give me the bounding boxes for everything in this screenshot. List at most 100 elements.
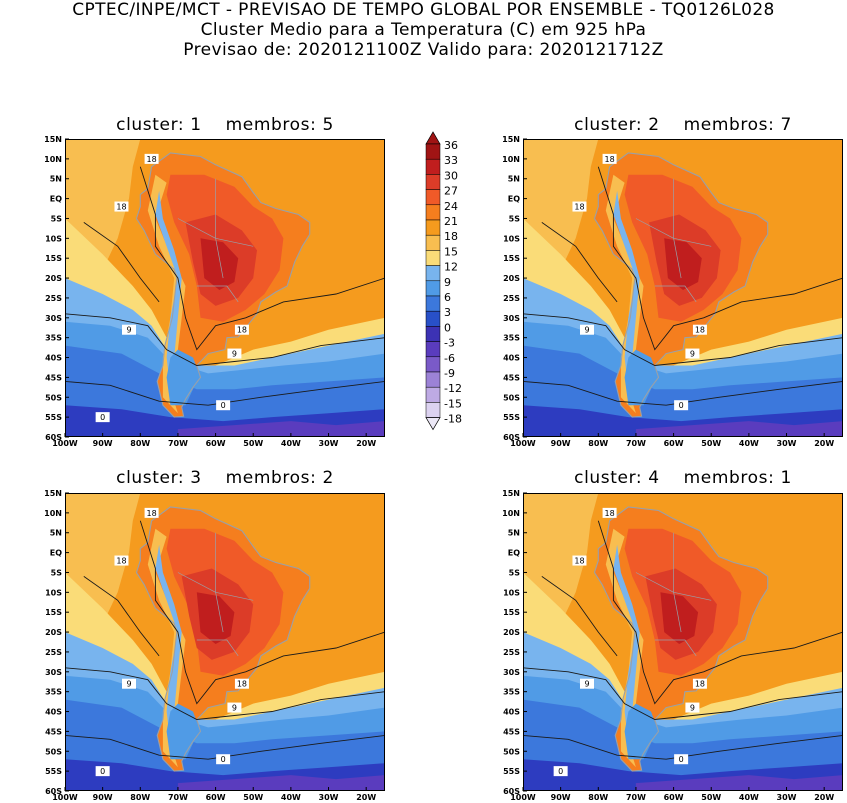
contour-label: 0: [674, 400, 689, 411]
lon-tick-label: 100W: [52, 793, 78, 802]
cluster-label: cluster:: [574, 115, 643, 135]
members-label: membros:: [225, 468, 317, 488]
lon-tick-label: 20W: [814, 439, 834, 448]
lat-tick-label: 55S: [503, 767, 520, 776]
lat-tick-label: 15N: [502, 135, 520, 144]
svg-text:9: 9: [232, 704, 237, 713]
lat-tick-label: EQ: [508, 195, 520, 204]
contour-label: 18: [692, 678, 707, 689]
lat-tick-label: 45S: [45, 373, 62, 382]
lon-tick-label: 80W: [130, 793, 150, 802]
lat-tick-label: 30S: [503, 314, 520, 323]
colorbar-label: -6: [444, 352, 455, 365]
lon-tick-label: 40W: [281, 439, 301, 448]
lon-tick-label: 30W: [777, 439, 797, 448]
members-label: membros:: [683, 115, 775, 135]
lat-tick-label: 10S: [45, 234, 62, 243]
lat-tick-label: 5N: [50, 175, 62, 184]
lon-tick-label: 70W: [626, 793, 646, 802]
svg-text:9: 9: [690, 704, 695, 713]
lat-tick-label: 20S: [503, 628, 520, 637]
lat-tick-label: 35S: [45, 688, 62, 697]
svg-text:0: 0: [558, 767, 563, 776]
panel-title-1: cluster: 1 membros: 5: [65, 115, 385, 135]
lat-tick-label: 40S: [503, 354, 520, 363]
cluster-number: 2: [648, 115, 660, 135]
lon-tick-label: 50W: [243, 439, 263, 448]
contour-label: 9: [685, 702, 700, 713]
lat-tick-label: 15S: [503, 254, 520, 263]
members-count: 5: [322, 115, 334, 135]
colorbar-label: 18: [444, 230, 458, 243]
lat-tick-label: 35S: [503, 688, 520, 697]
panel-title-2: cluster: 2 membros: 7: [523, 115, 843, 135]
svg-text:18: 18: [695, 680, 705, 689]
lat-tick-label: EQ: [50, 549, 62, 558]
lat-tick-label: 45S: [503, 373, 520, 382]
colorbar-swatch: [425, 234, 441, 251]
colorbar-label: 0: [444, 321, 451, 334]
lon-tick-label: 60W: [664, 793, 684, 802]
contour-label: 18: [144, 153, 159, 164]
colorbar-swatch: [425, 402, 441, 418]
cluster-number: 4: [648, 468, 660, 488]
lat-tick-label: 5N: [508, 529, 520, 538]
lat-tick-label: 60S: [503, 433, 520, 442]
lon-tick-label: 90W: [93, 439, 113, 448]
svg-text:9: 9: [584, 326, 589, 335]
lat-tick-label: 50S: [45, 393, 62, 402]
colorbar-label: 15: [444, 245, 458, 258]
svg-text:0: 0: [221, 401, 226, 410]
cluster-label: cluster:: [116, 468, 185, 488]
lat-tick-label: 20S: [45, 274, 62, 283]
figure-header: CPTEC/INPE/MCT - PREVISAO DE TEMPO GLOBA…: [0, 0, 847, 60]
header-line-2: Cluster Medio para a Temperatura (C) em …: [200, 20, 647, 40]
lon-tick-label: 40W: [281, 793, 301, 802]
lat-tick-label: 50S: [503, 393, 520, 402]
lat-tick-label: 30S: [45, 314, 62, 323]
colorbar-swatch: [425, 356, 441, 373]
lat-tick-label: 15S: [503, 608, 520, 617]
colorbar-label: 33: [444, 154, 458, 167]
lat-tick-label: 50S: [45, 747, 62, 756]
lon-tick-label: 20W: [356, 439, 376, 448]
colorbar-label: -9: [444, 367, 455, 380]
lon-tick-label: 30W: [319, 439, 339, 448]
contour-label: 18: [234, 678, 249, 689]
lat-tick-label: 15S: [45, 254, 62, 263]
lon-tick-label: 60W: [206, 439, 226, 448]
svg-text:18: 18: [146, 509, 156, 518]
lon-tick-label: 80W: [588, 439, 608, 448]
colorbar-top-arrow: [425, 131, 441, 145]
lat-tick-label: 35S: [503, 334, 520, 343]
lat-tick-label: 40S: [45, 354, 62, 363]
colorbar-label: -15: [444, 397, 462, 410]
colorbar-label: -3: [444, 337, 455, 350]
contour-label: 0: [553, 766, 568, 777]
contour-label: 18: [144, 507, 159, 518]
lon-tick-label: 100W: [510, 793, 536, 802]
lat-tick-label: 35S: [45, 334, 62, 343]
temperature-map-cluster-3: 18 18 18 9 9 0 0 15N 10N 5N EQ 5S 10S 15S 20S 25S 30S 35S…: [44, 489, 386, 802]
contour-label: 18: [114, 555, 129, 566]
svg-text:18: 18: [574, 557, 584, 566]
contour-label: 9: [227, 702, 242, 713]
contour-label: 9: [580, 324, 594, 335]
lon-tick-label: 100W: [52, 439, 78, 448]
colorbar-label: -18: [444, 413, 462, 426]
contour-label: 18: [602, 507, 617, 518]
lat-tick-label: 5S: [51, 214, 63, 223]
lon-tick-label: 90W: [551, 793, 571, 802]
svg-text:0: 0: [100, 767, 105, 776]
colorbar-label: 36: [444, 139, 458, 152]
lon-tick-label: 70W: [626, 439, 646, 448]
colorbar-swatch: [425, 174, 441, 190]
colorbar-swatch: [425, 265, 441, 282]
members-label: membros:: [683, 468, 775, 488]
lat-tick-label: 30S: [45, 668, 62, 677]
lon-tick-label: 30W: [319, 793, 339, 802]
lat-tick-label: 5N: [508, 175, 520, 184]
colorbar-swatch: [425, 310, 441, 327]
contour-label: 9: [580, 678, 594, 689]
lat-tick-label: 25S: [45, 294, 62, 303]
